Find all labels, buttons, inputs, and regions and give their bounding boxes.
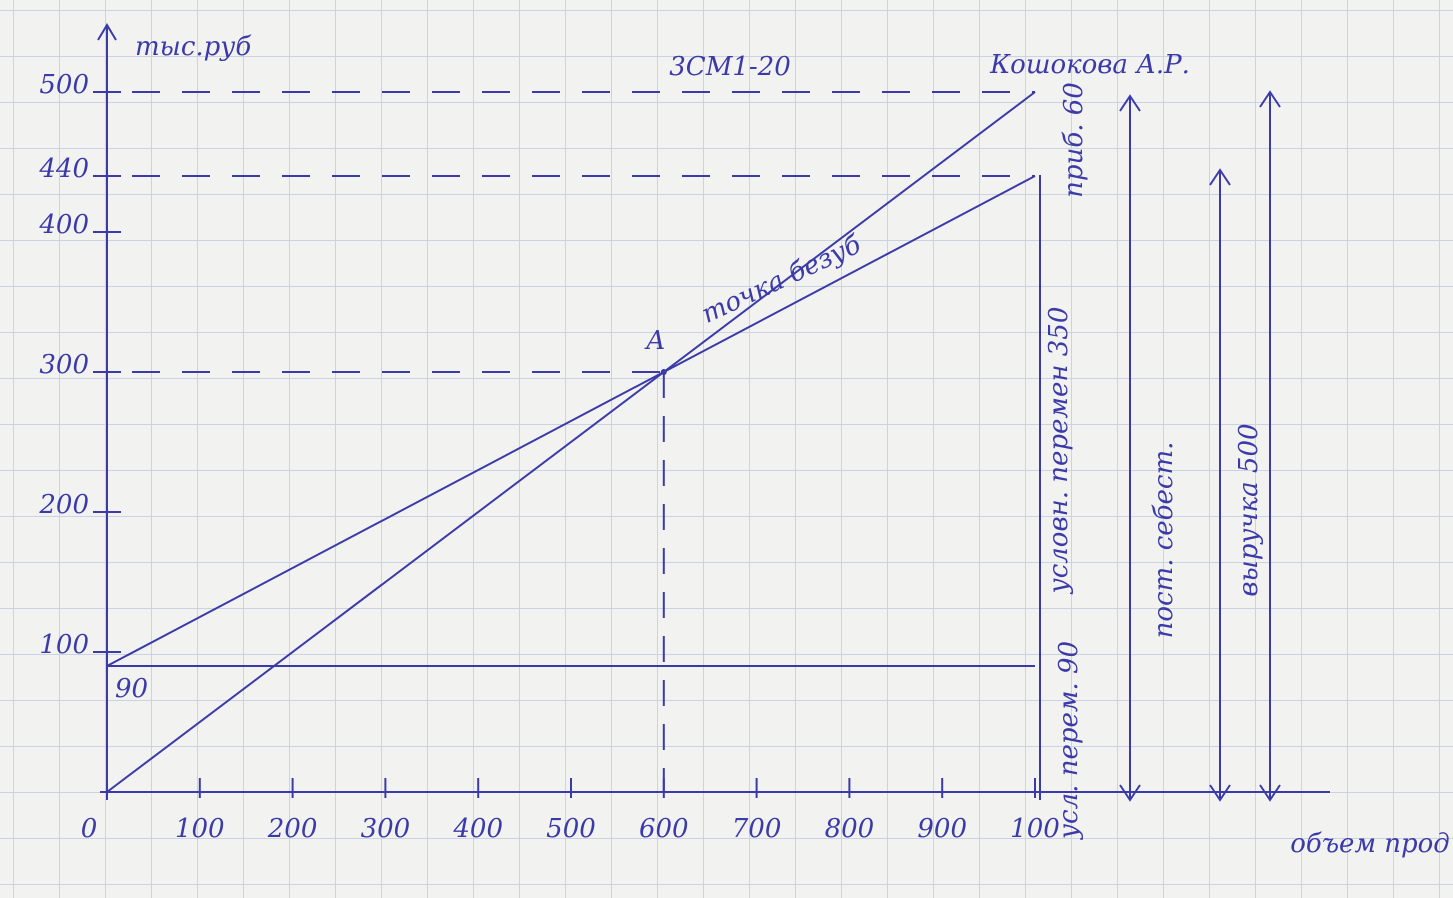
x-tick-label: 700	[732, 814, 782, 844]
point-label: A	[644, 326, 665, 356]
x-tick-label: 300	[361, 814, 411, 844]
x-tick-label: 400	[452, 814, 503, 844]
y-tick-label: 300	[39, 350, 89, 380]
y-tick-label: 200	[38, 490, 89, 520]
chart-title: 3СМ1-20	[669, 52, 790, 82]
series-line	[106, 91, 1036, 793]
annotation: усл. перем. 90	[1054, 641, 1084, 840]
annotation: выручка 500	[1234, 423, 1264, 596]
x-tick-label: 900	[917, 814, 967, 844]
y-tick-label: 100	[39, 630, 89, 660]
x-tick-label: 600	[639, 814, 689, 844]
y-tick-label: 440	[38, 154, 89, 184]
chart-subtitle: Кошокова А.Р.	[989, 50, 1190, 80]
x-tick-label: 0	[81, 814, 98, 844]
fixed-cost-label: 90	[115, 674, 148, 704]
x-tick-label: 100	[1010, 814, 1060, 844]
x-tick-label: 500	[546, 814, 596, 844]
break-even-point	[660, 369, 667, 375]
y-tick-label: 500	[39, 70, 89, 100]
x-axis-label: объем прод	[1290, 829, 1450, 859]
series-line	[106, 175, 1036, 667]
annotation: условн. перемен 350	[1044, 307, 1074, 595]
annotation: пост. себест.	[1149, 442, 1179, 639]
arrow-heads	[1119, 90, 1281, 802]
y-tick-label: 400	[38, 210, 89, 240]
y-arrow	[97, 23, 117, 41]
x-tick-label: 800	[825, 814, 875, 844]
annotation: приб. 60	[1059, 82, 1089, 198]
y-axis-label: тыс.руб	[135, 32, 251, 62]
x-tick-label: 100	[175, 814, 225, 844]
x-tick-label: 200	[267, 814, 318, 844]
